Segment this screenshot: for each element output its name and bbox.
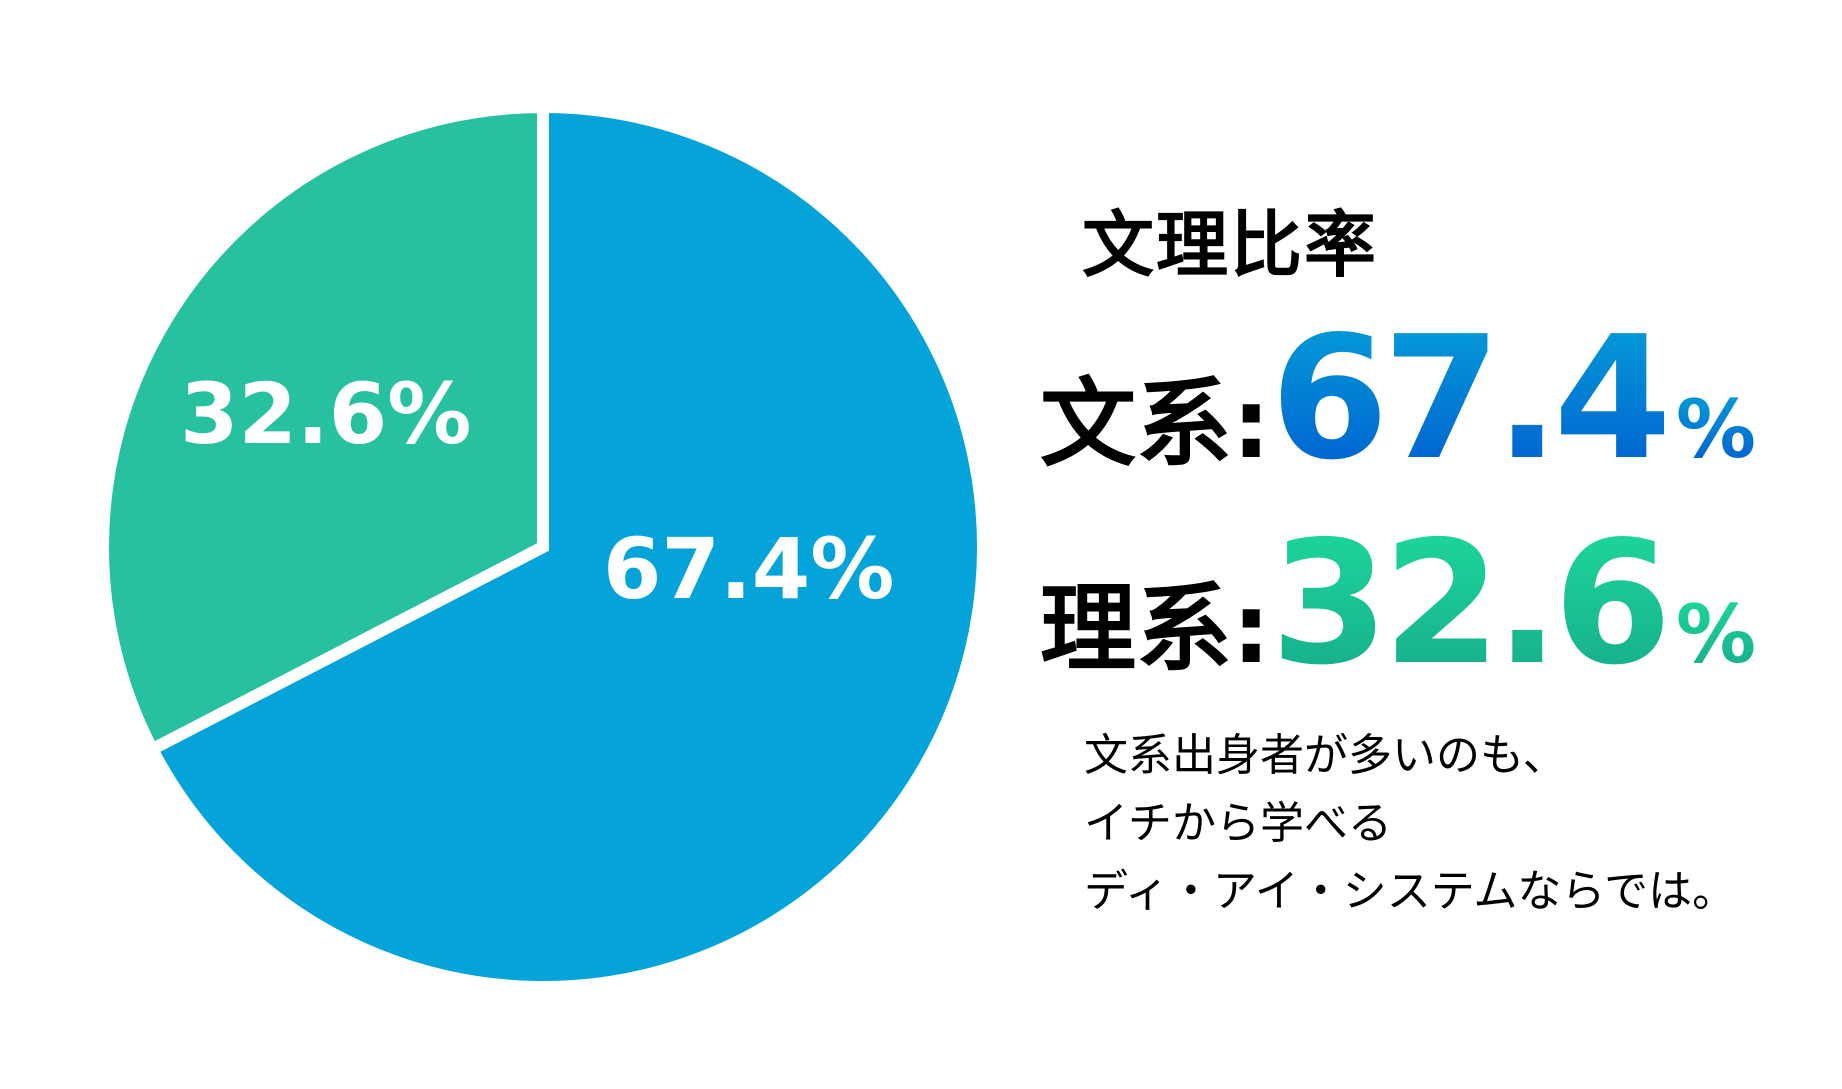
- stat-bunkei-label: 文系:: [1040, 368, 1271, 480]
- slice-label-bunkei: 67.4%: [603, 520, 895, 618]
- note-line: 文系出身者が多いのも、: [1084, 730, 1567, 781]
- stat-rikei-value: 32.6: [1270, 505, 1671, 703]
- stat-bunkei-unit: %: [1675, 383, 1756, 476]
- pie-slice-rikei: [97, 100, 549, 758]
- pie-slice-bunkei: [144, 100, 989, 993]
- stat-rikei-label: 理系:: [1040, 573, 1271, 685]
- stat-rikei: 理系: 32.6 %: [1040, 505, 1756, 703]
- stat-bunkei-value: 67.4: [1270, 300, 1671, 498]
- note-line: ディ・アイ・システムならでは。: [1084, 866, 1737, 917]
- slice-label-rikei: 32.6%: [180, 365, 472, 463]
- description-note: 文系出身者が多いのも、 イチから学べる ディ・アイ・システムならでは。: [1084, 722, 1736, 926]
- chart-title: 文理比率: [1082, 203, 1379, 287]
- note-line: イチから学べる: [1084, 798, 1392, 849]
- stat-bunkei: 文系: 67.4 %: [1040, 300, 1756, 498]
- stat-rikei-unit: %: [1675, 588, 1756, 681]
